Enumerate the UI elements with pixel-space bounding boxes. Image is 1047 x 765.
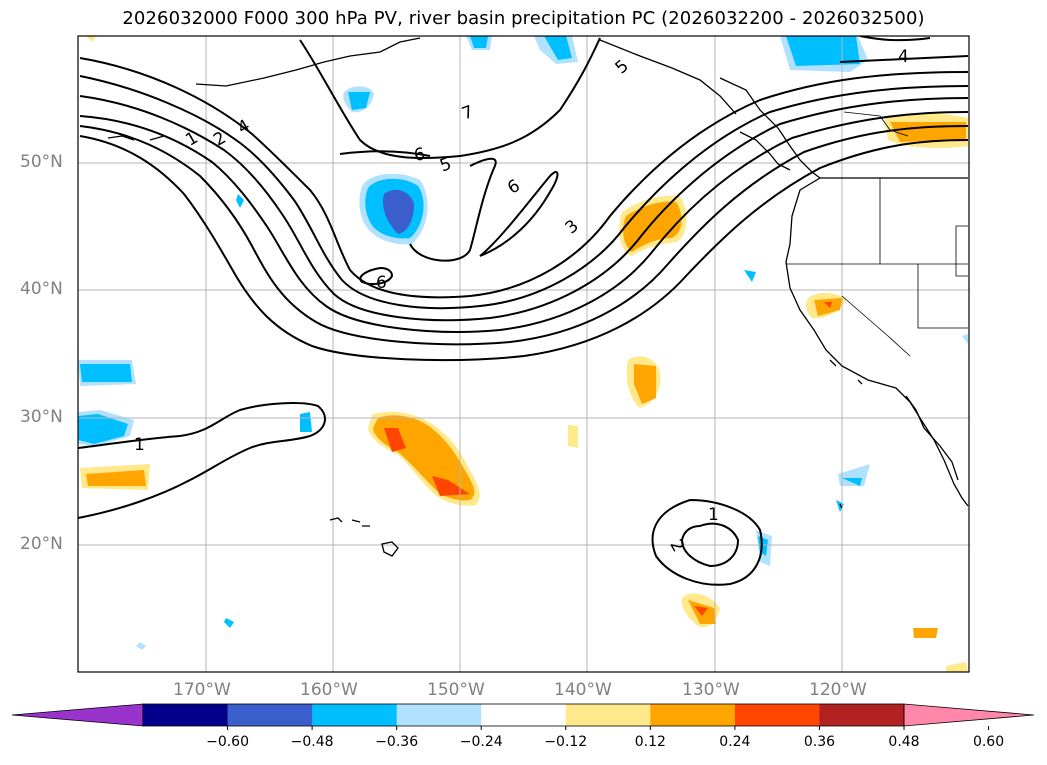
colorbar-tick-label: −0.48 (290, 734, 334, 750)
map-title: 2026032000 F000 300 hPa PV, river basin … (122, 8, 925, 29)
colorbar-segment (227, 704, 313, 726)
colorbar-tick-label: −0.12 (544, 734, 588, 750)
colorbar (11, 703, 1035, 730)
plot-area (78, 36, 969, 672)
colorbar-tick-label: 0.12 (634, 734, 666, 750)
colorbar-segment (819, 704, 905, 726)
colorbar-tick-label: −0.24 (459, 734, 503, 750)
lat-label: 40°N (20, 279, 63, 299)
coastlines (107, 37, 969, 557)
colorbar-tick-label: 0.60 (972, 734, 1005, 750)
colorbar-segment (650, 704, 736, 726)
colorbar-tick-label: 0.36 (803, 734, 836, 750)
plot-frame (77, 35, 970, 673)
contour-label: 4 (898, 47, 909, 67)
colorbar-extend-min (11, 703, 144, 727)
colorbar-segment (396, 704, 482, 726)
colorbar-tick-label: −0.36 (375, 734, 419, 750)
colorbar-extend-max (903, 703, 1035, 727)
contour-label: 6 (413, 144, 427, 166)
lat-label: 30°N (20, 407, 63, 427)
colorbar-segment (312, 704, 398, 726)
colorbar-tick-label: 0.48 (888, 734, 920, 750)
colorbar-segment (481, 704, 567, 726)
colorbar-segment (734, 704, 820, 726)
pv-contours (78, 36, 969, 586)
colorbar-tick-label: 0.24 (719, 734, 751, 750)
lon-label: 160°W (300, 680, 358, 700)
colorbar-segment (565, 704, 651, 726)
lon-label: 130°W (682, 680, 740, 700)
contour-label: 6 (376, 273, 387, 293)
lon-label: 140°W (554, 680, 612, 700)
colorbar-tick-label: −0.60 (206, 734, 249, 750)
colorbar-frame (142, 703, 905, 727)
lat-label: 50°N (20, 152, 63, 172)
lon-label: 150°W (427, 680, 485, 700)
lon-label: 170°W (173, 680, 231, 700)
contour-label: 1 (134, 435, 145, 455)
lon-label: 120°W (809, 680, 867, 700)
colorbar-segment (143, 704, 229, 726)
contour-label: 1 (708, 505, 719, 525)
lat-label: 20°N (20, 534, 63, 554)
